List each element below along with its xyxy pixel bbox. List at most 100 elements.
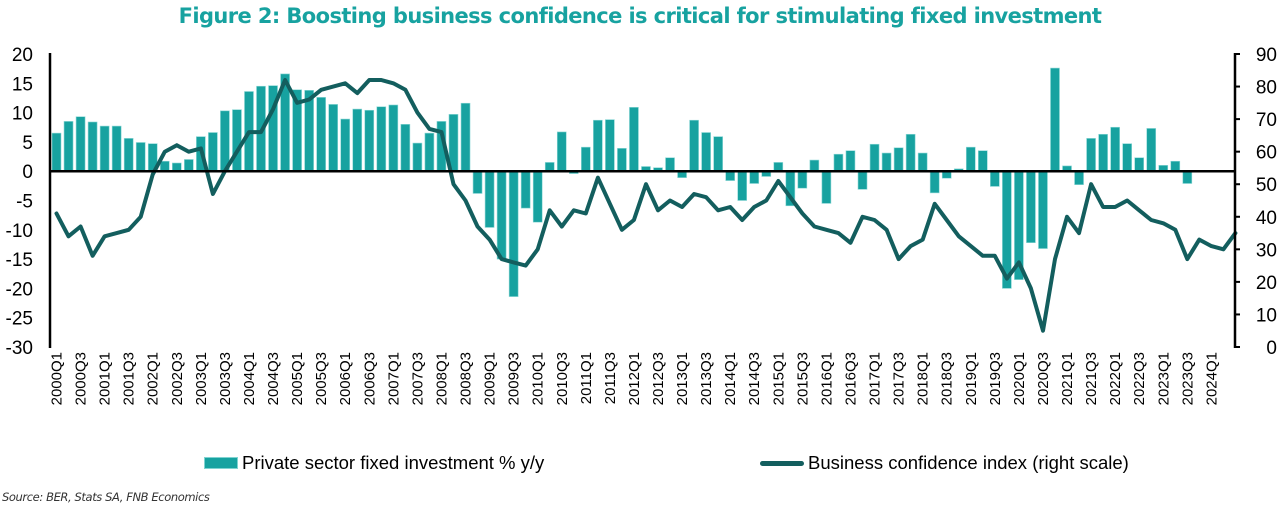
right-tick-label: 30 xyxy=(1256,240,1277,261)
x-tick-label: 2024Q1 xyxy=(1203,352,1220,405)
left-tick-label: -25 xyxy=(6,309,33,330)
left-tick-label: -10 xyxy=(6,221,33,242)
legend-line-swatch xyxy=(760,460,804,466)
left-tick-label: 0 xyxy=(22,162,33,183)
x-tick-label: 2016Q3 xyxy=(842,352,859,405)
bar xyxy=(123,138,134,172)
bar xyxy=(376,106,387,172)
right-tick-label: 80 xyxy=(1256,78,1277,99)
x-tick-label: 2015Q3 xyxy=(794,352,811,405)
right-tick-label: 0 xyxy=(1266,338,1277,359)
bar xyxy=(472,170,483,194)
bar xyxy=(460,102,471,172)
bar xyxy=(617,148,627,172)
x-tick-label: 2014Q1 xyxy=(722,352,739,405)
x-tick-label: 2003Q1 xyxy=(193,352,210,405)
bar xyxy=(1026,170,1036,243)
bar xyxy=(593,119,603,172)
line-series xyxy=(54,78,1238,333)
x-tick-label: 2002Q3 xyxy=(169,352,186,405)
bar xyxy=(1086,138,1096,172)
x-tick-label: 2007Q3 xyxy=(409,352,426,405)
bar xyxy=(809,159,820,172)
x-tick-label: 2016Q1 xyxy=(818,352,835,405)
bar xyxy=(1038,170,1048,249)
bar xyxy=(689,119,699,172)
right-tick-label: 40 xyxy=(1256,208,1277,229)
x-tick-label: 2004Q1 xyxy=(241,352,258,405)
x-tick-label: 2005Q3 xyxy=(313,352,330,405)
x-tick-label: 2010Q3 xyxy=(554,352,571,405)
bar xyxy=(556,131,567,172)
left-tick-label: -20 xyxy=(6,279,33,300)
bar xyxy=(990,170,1000,187)
x-tick-label: 2003Q3 xyxy=(217,352,234,405)
bar xyxy=(929,170,940,194)
right-tick-label: 50 xyxy=(1256,175,1277,196)
x-tick-label: 2000Q3 xyxy=(73,352,90,405)
bar xyxy=(1074,170,1084,185)
bar xyxy=(665,157,675,172)
x-tick-label: 2006Q3 xyxy=(361,352,378,405)
bar xyxy=(845,150,856,172)
chart-title: Figure 2: Boosting business confidence i… xyxy=(178,4,1102,28)
bar xyxy=(484,170,495,228)
left-tick-label: -5 xyxy=(16,192,33,213)
bar xyxy=(857,170,868,190)
bar xyxy=(1050,67,1060,172)
x-tick-label: 2017Q1 xyxy=(867,352,884,405)
x-tick-label: 2020Q1 xyxy=(1011,352,1028,405)
bar xyxy=(1134,157,1144,172)
bar xyxy=(1098,133,1108,172)
bar xyxy=(352,108,363,172)
bar xyxy=(749,170,760,184)
x-tick-label: 2005Q1 xyxy=(289,352,306,405)
bar xyxy=(51,132,62,172)
x-tick-label: 2009Q1 xyxy=(482,352,499,405)
bar xyxy=(63,121,74,172)
x-tick-label: 2010Q1 xyxy=(530,352,547,405)
left-axis-ticks: 20 15 10 5 0 -5 -10 -15 -20 -25 -30 xyxy=(6,45,33,359)
x-tick-label: 2012Q1 xyxy=(626,352,643,405)
left-tick-label: -15 xyxy=(6,250,33,271)
x-tick-label: 2011Q3 xyxy=(602,352,619,404)
bar xyxy=(412,142,423,172)
bar xyxy=(701,132,711,172)
axes xyxy=(48,53,1237,348)
right-tick-label: 70 xyxy=(1256,110,1277,131)
right-tick-label: 90 xyxy=(1256,45,1277,66)
bar xyxy=(424,132,435,172)
x-tick-label: 2001Q1 xyxy=(97,352,114,405)
bar xyxy=(737,170,748,201)
bar xyxy=(99,125,110,172)
bar xyxy=(773,162,784,172)
legend-item-confidence: Business confidence index (right scale) xyxy=(760,452,1129,474)
bar xyxy=(833,153,844,172)
confidence-line xyxy=(54,78,1238,333)
x-tick-label: 2019Q1 xyxy=(963,352,980,405)
bar xyxy=(544,162,555,172)
bar xyxy=(629,107,639,172)
bar xyxy=(208,132,218,172)
left-tick-label: 20 xyxy=(12,45,33,66)
legend: Private sector fixed investment % y/y Bu… xyxy=(0,452,1280,478)
x-tick-label: 2014Q3 xyxy=(746,352,763,405)
x-tick-label: 2008Q1 xyxy=(433,352,450,405)
x-tick-label: 2022Q3 xyxy=(1131,352,1148,405)
bar xyxy=(400,124,411,172)
x-tick-label: 2004Q3 xyxy=(265,352,282,405)
x-tick-label: 2013Q1 xyxy=(674,352,691,405)
bar xyxy=(797,170,808,189)
bar xyxy=(1122,143,1132,172)
right-tick-label: 20 xyxy=(1256,273,1277,294)
bar xyxy=(725,170,735,181)
bar xyxy=(965,146,976,172)
source-note: Source: BER, Stats SA, FNB Economics xyxy=(2,490,210,504)
x-tick-label: 2015Q1 xyxy=(770,352,787,405)
x-tick-label: 2018Q3 xyxy=(939,352,956,405)
bar xyxy=(881,152,892,172)
x-tick-label: 2021Q1 xyxy=(1059,352,1076,405)
x-tick-label: 2011Q1 xyxy=(578,352,595,404)
x-axis-ticks: 2000Q1 2000Q3 2001Q1 2001Q3 2002Q1 2002Q3 2003… xyxy=(49,352,1221,405)
legend-item-investment: Private sector fixed investment % y/y xyxy=(204,452,544,474)
